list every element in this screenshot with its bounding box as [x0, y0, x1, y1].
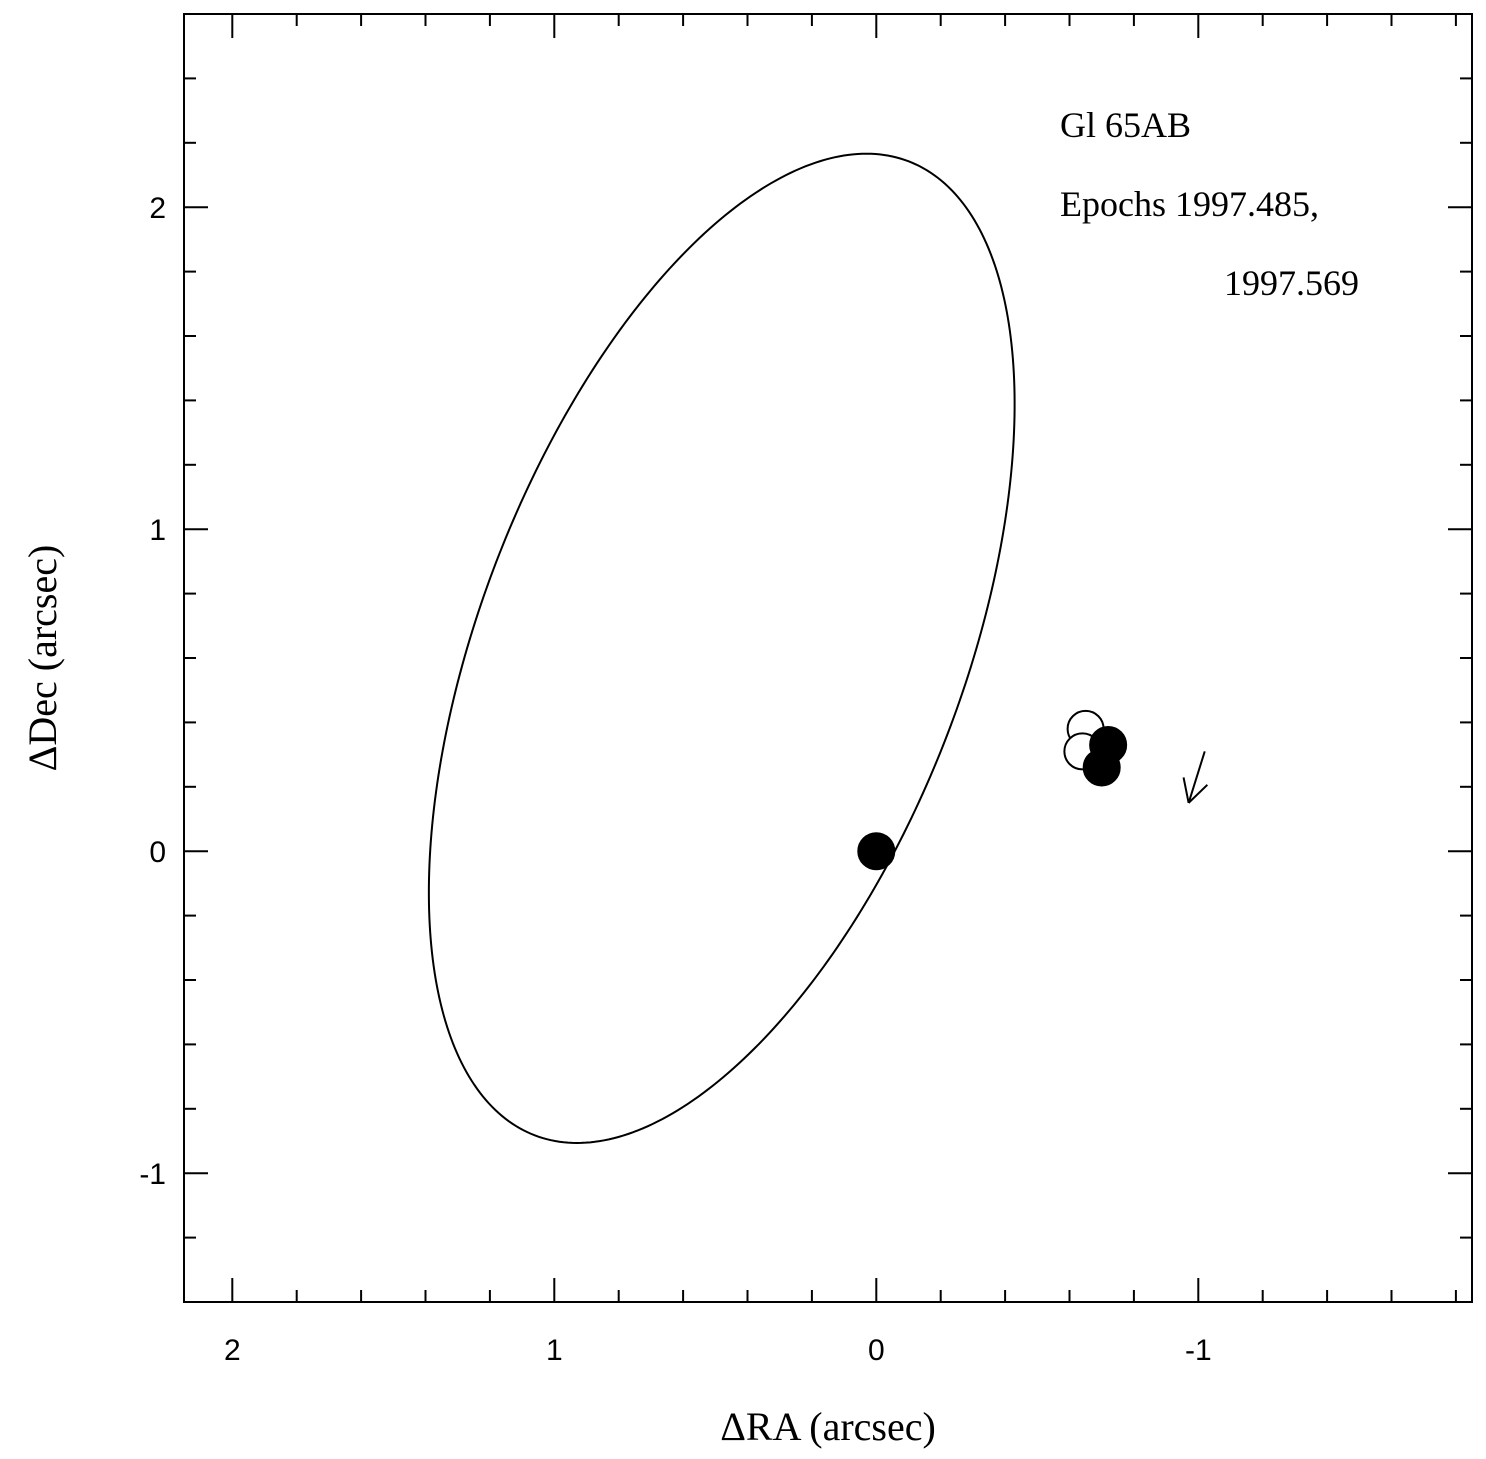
axis-ticks — [184, 13, 1472, 1303]
x-tick-label: 2 — [224, 1334, 241, 1367]
y-tick-label: 1 — [149, 514, 166, 547]
data-points — [857, 709, 1128, 871]
y-tick-labels: -1 0 1 2 — [139, 192, 166, 1191]
y-tick-label: 0 — [149, 836, 166, 869]
arrow-head — [1182, 777, 1190, 804]
y-tick-label: 2 — [149, 192, 166, 225]
arrow-head — [1187, 784, 1209, 804]
x-tick-labels: 2 1 0 -1 — [224, 1334, 1212, 1367]
orbit-ellipse — [427, 152, 1016, 1144]
x-tick-label: 1 — [546, 1334, 563, 1367]
x-tick-label: 0 — [868, 1334, 885, 1367]
annotation-epochs: Epochs 1997.485, — [1060, 184, 1319, 224]
annotation-object: Gl 65AB — [1060, 105, 1191, 145]
annotation-epoch-2: 1997.569 — [1224, 263, 1359, 303]
x-tick-label: -1 — [1185, 1334, 1212, 1367]
primary-star-point — [857, 832, 896, 871]
direction-arrow — [1182, 751, 1209, 804]
arrow-shaft — [1187, 751, 1206, 804]
y-tick-label: -1 — [139, 1158, 166, 1191]
x-axis-title: ΔRA (arcsec) — [720, 1404, 936, 1449]
y-axis-title: ΔDec (arcsec) — [20, 545, 65, 772]
companion-point-filled — [1082, 748, 1121, 787]
